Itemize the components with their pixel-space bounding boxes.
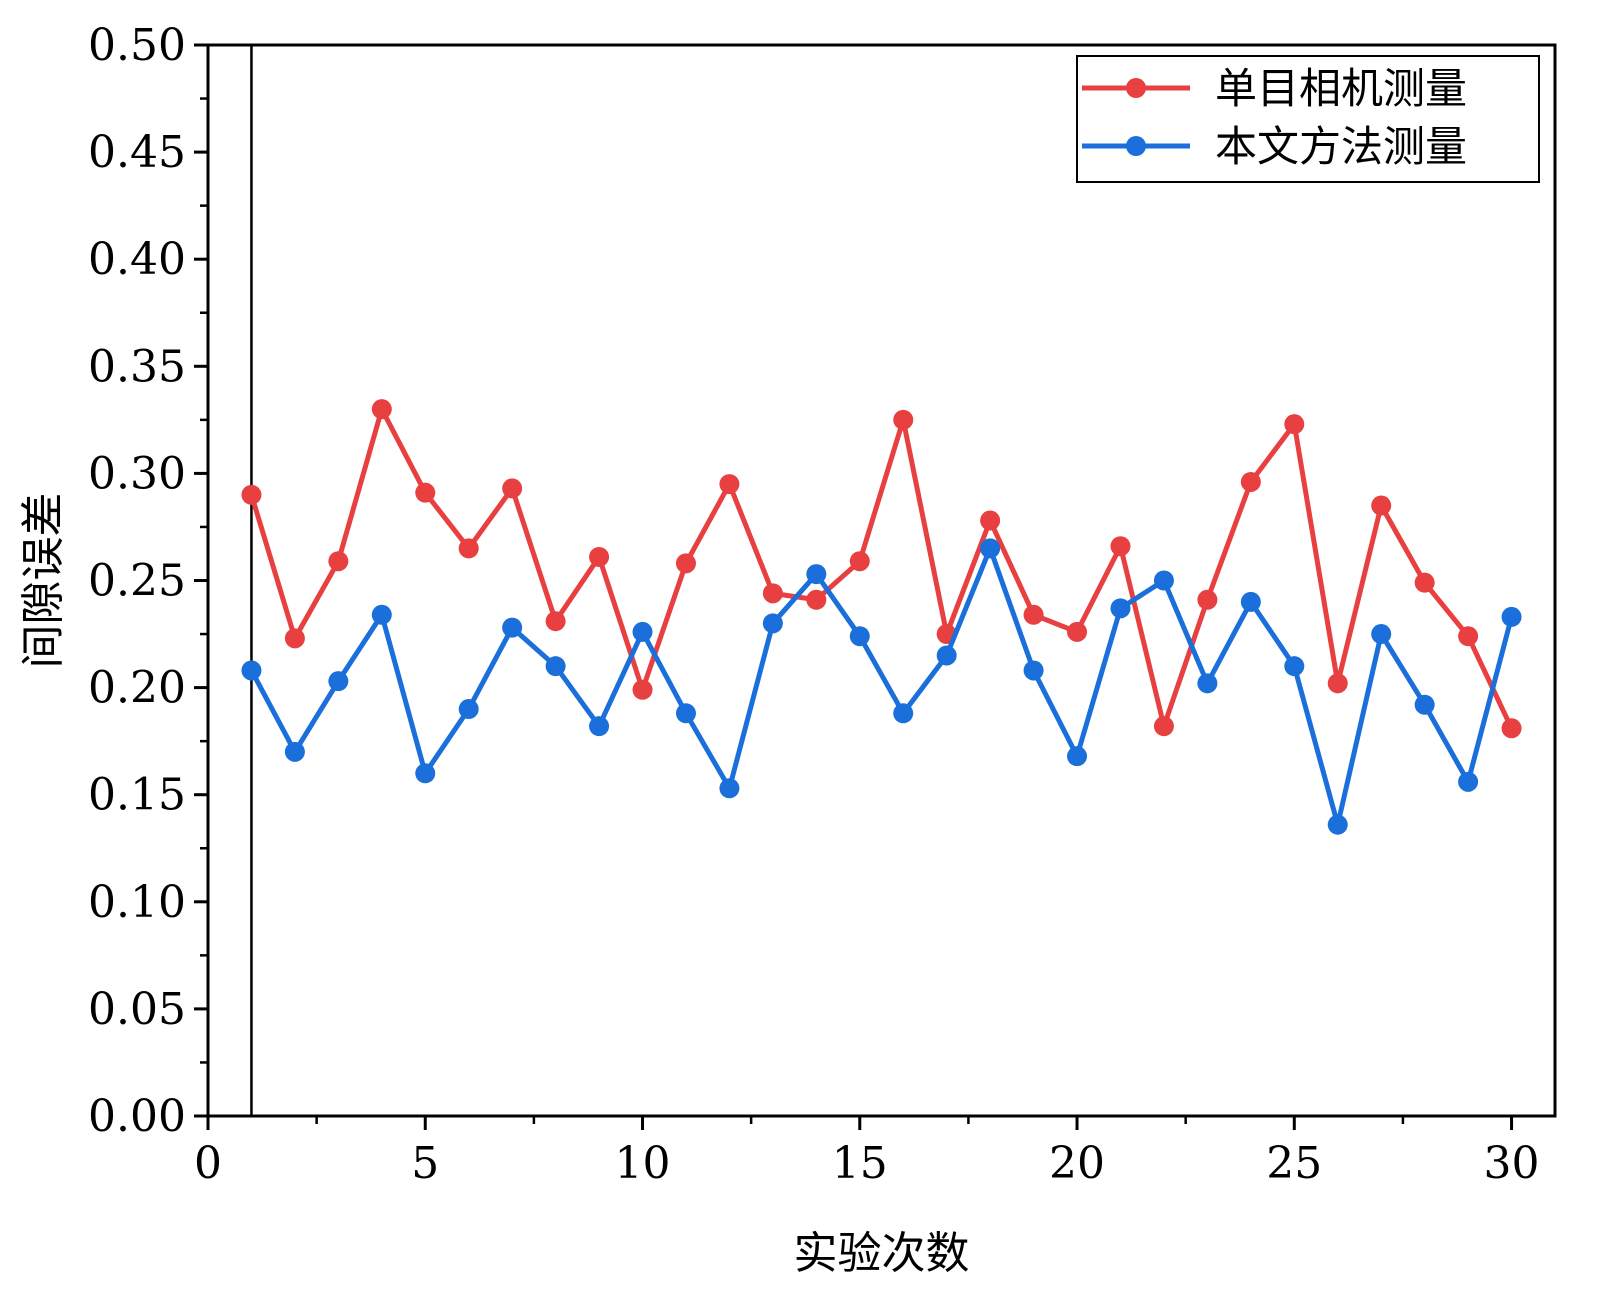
data-point (1197, 673, 1218, 694)
y-tick-label: 0.00 (88, 1091, 186, 1142)
data-point (1153, 716, 1174, 737)
series-group (241, 399, 1522, 835)
data-point (762, 613, 783, 634)
data-point (328, 551, 349, 572)
legend-label: 本文方法测量 (1215, 122, 1467, 171)
data-point (1240, 591, 1261, 612)
data-point (1284, 656, 1305, 677)
data-point (893, 703, 914, 724)
data-point (806, 564, 827, 585)
data-point (719, 778, 740, 799)
series-line (249, 545, 1514, 828)
data-point (936, 645, 957, 666)
data-point (1501, 718, 1522, 739)
data-point (284, 741, 305, 762)
data-point (458, 538, 479, 559)
x-tick-label: 0 (194, 1138, 222, 1189)
data-point (502, 617, 523, 638)
x-tick-label: 10 (615, 1138, 671, 1189)
data-point (1110, 598, 1131, 619)
series-line (249, 406, 1514, 730)
x-tick-label: 15 (832, 1138, 888, 1189)
y-tick-label: 0.40 (88, 234, 186, 285)
data-point (893, 409, 914, 430)
data-point (1414, 694, 1435, 715)
data-point (675, 703, 696, 724)
data-point (849, 626, 870, 647)
data-point (849, 551, 870, 572)
data-point (1371, 624, 1392, 645)
data-point (545, 656, 566, 677)
data-point (1023, 660, 1044, 681)
data-point (1371, 495, 1392, 516)
data-point (1327, 814, 1348, 835)
data-point (371, 399, 392, 420)
data-point (675, 553, 696, 574)
data-point (1067, 746, 1088, 767)
data-point (1327, 673, 1348, 694)
data-point (371, 604, 392, 625)
y-tick-label: 0.10 (88, 877, 186, 928)
data-point (545, 611, 566, 632)
data-point (632, 621, 653, 642)
data-point (806, 589, 827, 610)
data-point (1023, 604, 1044, 625)
series-2 (241, 538, 1522, 835)
data-point (415, 763, 436, 784)
data-point (415, 482, 436, 503)
y-tick-label: 0.20 (88, 663, 186, 714)
series-1 (241, 399, 1522, 739)
axes: 0 5 10 15 20 25 30 0.00 0.05 0.10 0.15 0.20 0.25 0.30… (88, 20, 1557, 1189)
plot-frame (206, 43, 1557, 1118)
data-point (1067, 621, 1088, 642)
x-tick-label: 5 (411, 1138, 439, 1189)
y-axis-title: 间隙误差 (18, 493, 69, 669)
legend-marker (1126, 78, 1146, 98)
data-point (284, 628, 305, 649)
data-point (1501, 606, 1522, 627)
data-point (241, 660, 262, 681)
y-tick-label: 0.50 (88, 20, 186, 71)
data-point (458, 699, 479, 720)
y-tick-label: 0.30 (88, 448, 186, 499)
data-point (1284, 414, 1305, 435)
data-point (241, 484, 262, 505)
y-tick-label: 0.15 (88, 770, 186, 821)
data-point (719, 474, 740, 495)
data-point (980, 538, 1001, 559)
legend-marker (1126, 136, 1146, 156)
data-point (1240, 471, 1261, 492)
data-point (589, 546, 610, 567)
data-point (1414, 572, 1435, 593)
x-axis-title: 实验次数 (794, 1228, 970, 1279)
data-point (1458, 626, 1479, 647)
legend-label: 单目相机测量 (1215, 64, 1467, 113)
legend-box (1076, 55, 1540, 183)
y-tick-label: 0.05 (88, 984, 186, 1035)
x-tick-label: 20 (1049, 1138, 1105, 1189)
data-point (589, 716, 610, 737)
data-point (502, 478, 523, 499)
x-tick-label: 25 (1266, 1138, 1322, 1189)
y-tick-label: 0.35 (88, 341, 186, 392)
data-point (762, 583, 783, 604)
data-point (1153, 570, 1174, 591)
data-point (328, 671, 349, 692)
data-point (1458, 771, 1479, 792)
data-point (1197, 589, 1218, 610)
data-point (1110, 536, 1131, 557)
x-tick-label: 30 (1484, 1138, 1540, 1189)
y-tick-label: 0.25 (88, 556, 186, 607)
y-tick-label: 0.45 (88, 127, 186, 178)
data-point (632, 679, 653, 700)
data-point (980, 510, 1001, 531)
